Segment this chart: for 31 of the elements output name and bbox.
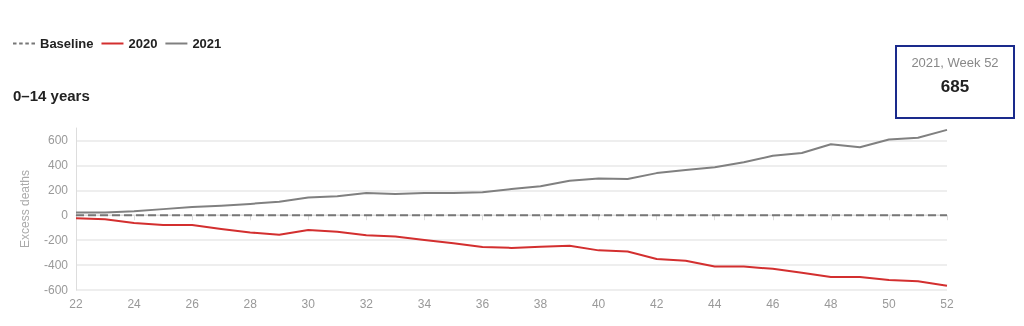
x-tick-label: 42: [649, 297, 664, 311]
x-tick-label: 50: [882, 297, 896, 311]
y-tick-label: -400: [43, 258, 69, 273]
y-tick-label: 200: [47, 183, 69, 198]
x-tick-label: 44: [708, 297, 722, 311]
x-tick-label: 30: [301, 297, 316, 311]
line-series: [75, 217, 948, 287]
y-tick-label: -200: [43, 233, 69, 248]
legend-label: Baseline: [40, 36, 94, 51]
x-tick-label: 24: [127, 297, 142, 311]
y-tick-label: 400: [47, 158, 69, 173]
text: 685: [940, 76, 970, 96]
x-tick-label: 46: [766, 297, 780, 311]
x-tick-label: 40: [591, 297, 606, 311]
x-tick-label: 32: [359, 297, 374, 311]
legend-label: 2021: [192, 36, 222, 51]
x-tick-label: 52: [940, 297, 954, 311]
chart-title: 0–14 years: [13, 87, 90, 104]
legend-label: 2020: [128, 36, 158, 51]
x-tick-label: 22: [69, 297, 83, 311]
x-tick-label: 34: [417, 297, 432, 311]
text: 2021, Week 52: [911, 54, 999, 70]
x-tick-label: 38: [533, 297, 548, 311]
x-tick-label: 48: [824, 297, 838, 311]
x-tick-label: 26: [185, 297, 200, 311]
y-tick-label: 600: [47, 133, 69, 148]
x-tick-label: 36: [475, 297, 490, 311]
y-axis-title: Excess deaths: [18, 169, 32, 249]
y-tick-label: -600: [43, 283, 69, 297]
y-tick-label: 0: [61, 208, 69, 223]
x-tick-label: 28: [243, 297, 258, 311]
